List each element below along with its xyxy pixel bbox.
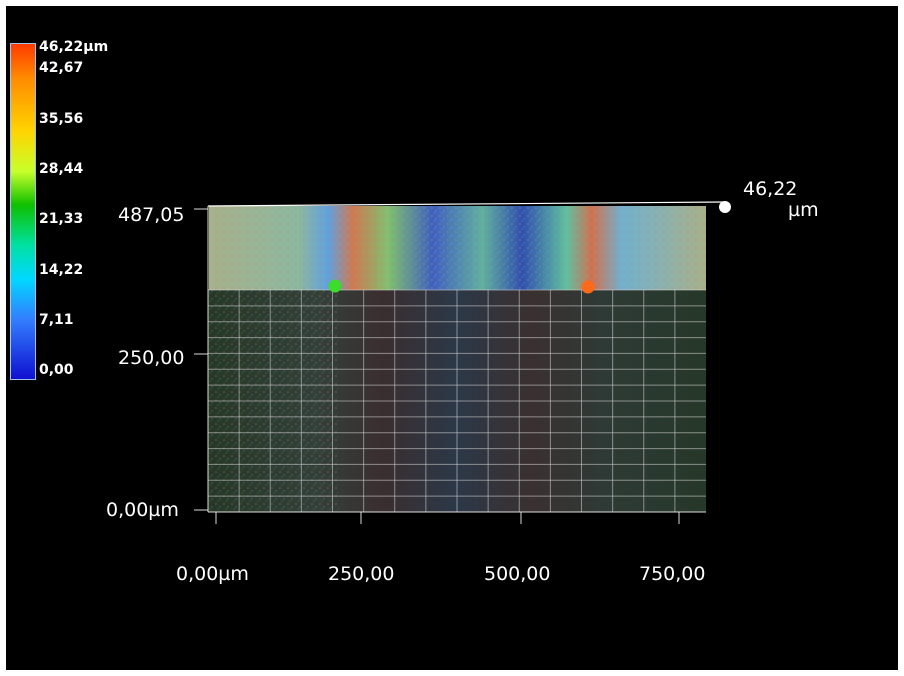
legend-label: 42,67 xyxy=(39,60,84,76)
color-scale-bar xyxy=(10,43,36,380)
x-axis-label: 750,00 xyxy=(639,563,706,585)
legend-label-min: 0,00 xyxy=(39,362,74,378)
legend-label: 28,44 xyxy=(39,161,84,177)
legend-label: 21,33 xyxy=(39,211,84,227)
surface-top-texture xyxy=(209,206,706,290)
legend-label: 35,56 xyxy=(39,111,84,127)
y-axis-label: 487,05 xyxy=(118,204,185,226)
top-edge-line xyxy=(207,201,725,207)
legend-label-max: 46,22µm xyxy=(39,39,109,55)
surface-plot xyxy=(194,201,731,524)
y-axis-label: 250,00 xyxy=(118,347,185,369)
z-axis-value: 46,22 xyxy=(743,178,798,200)
z-axis-unit: µm xyxy=(788,199,819,221)
axis-ticks xyxy=(194,208,680,524)
surface-3d-viewer[interactable]: 46,22µm 42,67 35,56 28,44 21,33 14,22 7,… xyxy=(6,6,898,670)
orange-marker[interactable] xyxy=(581,280,595,294)
legend-label: 14,22 xyxy=(39,262,84,278)
y-axis-label: 0,00µm xyxy=(106,499,179,521)
x-axis-label: 0,00µm xyxy=(176,563,249,585)
grid-lines xyxy=(208,289,706,512)
x-axis-label: 250,00 xyxy=(328,563,395,585)
green-marker[interactable] xyxy=(328,279,342,293)
legend-label: 7,11 xyxy=(39,312,74,328)
x-axis-label: 500,00 xyxy=(484,563,551,585)
z-axis-handle[interactable] xyxy=(719,201,731,213)
